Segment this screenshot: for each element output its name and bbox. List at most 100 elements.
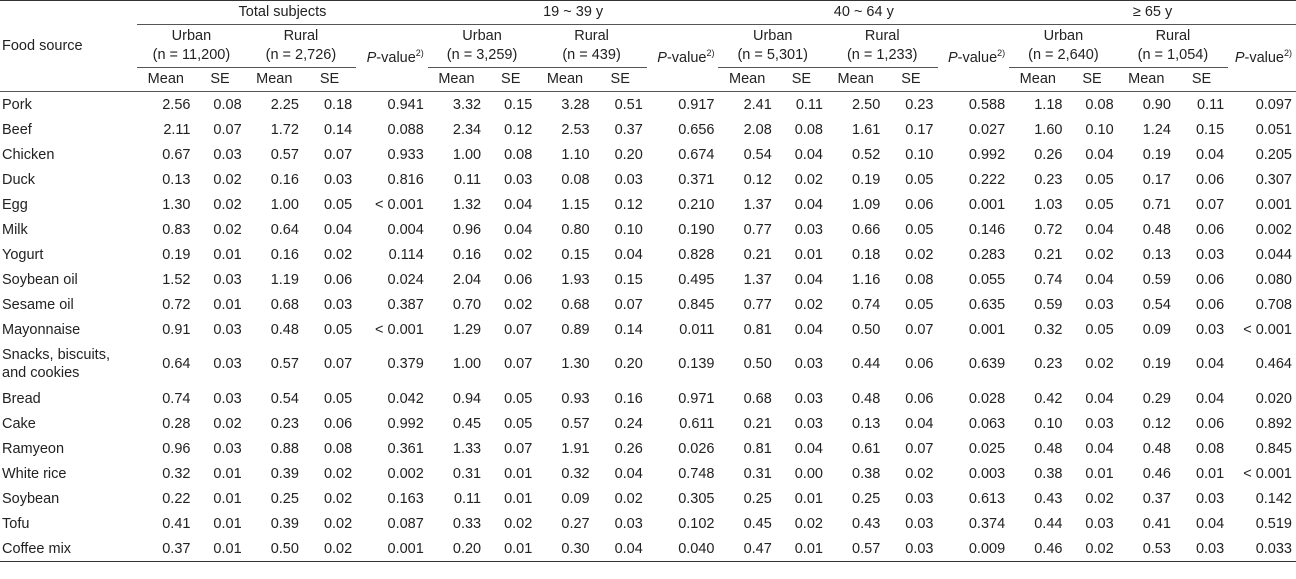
urban-mean-cell: 1.29: [452, 321, 482, 338]
rural-se-cell: 0.03: [905, 515, 934, 532]
p-value-cell: 0.933: [387, 146, 424, 163]
urban-mean-cell: 0.96: [162, 440, 191, 457]
p-value-cell: 0.033: [1228, 536, 1296, 562]
p-value-cell: 0.146: [968, 221, 1006, 238]
rural-se-cell: 0.03: [1174, 536, 1229, 562]
urban-se-cell: 0.07: [504, 440, 533, 457]
p-value-cell: 0.020: [1255, 390, 1292, 407]
rural-mean-cell: 0.19: [1142, 356, 1171, 372]
food-source-table: Food source Total subjects 19 ~ 39 y 40 …: [0, 0, 1296, 562]
p-value-cell: 0.379: [387, 356, 424, 372]
rural-se-cell: 0.05: [905, 171, 934, 188]
urban-mean-cell: 0.46: [1009, 536, 1067, 562]
urban-se-cell: 0.01: [485, 536, 537, 562]
urban-se-cell: 0.01: [213, 515, 242, 532]
rural-se-cell: 0.14: [323, 121, 353, 138]
urban-mean-cell: 1.37: [743, 271, 772, 288]
rural-mean-cell: 0.19: [852, 171, 881, 188]
rural-mean-cell: 1.09: [852, 196, 881, 213]
urban-se-cell: 0.01: [213, 296, 242, 313]
p-value-cell: 0.102: [678, 515, 715, 532]
urban-se-cell: 0.01: [794, 246, 823, 263]
food-source-cell: White rice: [2, 465, 67, 482]
rural-mean-cell: 0.32: [561, 465, 590, 482]
p-value-cell: 0.917: [678, 96, 715, 113]
rural-mean-cell: 1.10: [561, 146, 590, 163]
food-source-cell: Yogurt: [2, 246, 44, 263]
urban-se-cell: 0.10: [1085, 121, 1114, 138]
rural-se-cell: 0.07: [1195, 196, 1225, 213]
food-source-cell: Duck: [2, 171, 36, 188]
p-value-cell: 0.028: [968, 390, 1006, 407]
table-row: Soybean oil 1.52 0.03 1.19 0.06 0.024 2.04 0.06…: [0, 267, 1296, 292]
p-value-cell: 0.097: [1255, 96, 1292, 113]
rural-header: Rural (n = 2,726): [245, 24, 357, 68]
rural-se-cell: 0.10: [905, 146, 934, 163]
rural-mean-cell: 1.61: [852, 121, 881, 138]
rural-mean-cell: 0.88: [270, 440, 299, 457]
rural-mean-cell: 0.25: [852, 490, 881, 507]
table-row: Sesame oil 0.72 0.01 0.68 0.03 0.387 0.70 0.02 0…: [0, 292, 1296, 317]
rural-mean-cell: 0.13: [1142, 246, 1171, 263]
rural-header: Rural (n = 1,233): [826, 24, 938, 68]
rural-se-cell: 0.05: [905, 296, 934, 313]
food-source-cell: Sesame oil: [2, 296, 74, 313]
p-value-cell: < 0.001: [1243, 321, 1292, 338]
p-value-cell: 0.374: [968, 515, 1006, 532]
urban-se-cell: 0.01: [504, 490, 533, 507]
rural-mean-cell: 0.19: [1142, 146, 1171, 163]
urban-se-cell: 0.03: [213, 390, 242, 407]
urban-mean-cell: 0.38: [1034, 465, 1063, 482]
urban-se-cell: 0.03: [794, 415, 823, 432]
mean-header: Mean: [137, 67, 195, 92]
urban-mean-cell: 1.52: [162, 271, 191, 288]
rural-se-cell: 0.24: [614, 415, 643, 432]
rural-mean-cell: 0.68: [561, 296, 590, 313]
urban-mean-cell: 0.25: [743, 490, 772, 507]
urban-mean-cell: 0.72: [162, 296, 191, 313]
rural-mean-cell: 0.27: [561, 515, 590, 532]
table-row: Mayonnaise 0.91 0.03 0.48 0.05 < 0.001 1.29 0.0…: [0, 317, 1296, 342]
food-source-cell: Tofu: [2, 515, 30, 532]
table-row: Ramyeon 0.96 0.03 0.88 0.08 0.361 1.33 0.07 1.91…: [0, 436, 1296, 461]
rural-mean-cell: 1.19: [270, 271, 299, 288]
food-source-cell: Ramyeon: [2, 440, 65, 457]
p-value-cell: 0.371: [678, 171, 715, 188]
rural-se-cell: 0.03: [614, 515, 643, 532]
urban-se-cell: 0.01: [794, 490, 823, 507]
urban-mean-cell: 0.11: [453, 171, 482, 188]
rural-se-cell: 0.07: [323, 146, 353, 163]
urban-se-cell: 0.05: [1085, 321, 1114, 338]
rural-mean-cell: 0.61: [852, 440, 881, 457]
rural-se-cell: 0.18: [323, 96, 353, 113]
urban-mean-cell: 0.72: [1034, 221, 1063, 238]
rural-mean-cell: 0.46: [1142, 465, 1171, 482]
rural-se-cell: 0.03: [1195, 246, 1225, 263]
mean-header: Mean: [1117, 67, 1175, 92]
rural-se-cell: 0.03: [614, 171, 643, 188]
p-value-cell: 0.044: [1255, 246, 1292, 263]
rural-se-cell: 0.03: [323, 171, 353, 188]
food-source-cell: Snacks, biscuits, and cookies: [2, 347, 110, 381]
urban-mean-cell: 0.32: [1034, 321, 1063, 338]
urban-mean-cell: 0.81: [743, 440, 772, 457]
rural-mean-cell: 0.41: [1142, 515, 1171, 532]
urban-mean-cell: 0.68: [743, 390, 772, 407]
rural-header: Rural (n = 1,054): [1117, 24, 1229, 68]
rural-se-cell: 0.11: [1197, 96, 1225, 113]
p-value-cell: 0.088: [387, 121, 424, 138]
p-value-cell: < 0.001: [375, 196, 424, 213]
rural-se-cell: 0.06: [905, 196, 934, 213]
rural-se-cell: 0.12: [614, 196, 643, 213]
rural-se-cell: 0.23: [905, 96, 934, 113]
rural-se-cell: 0.05: [905, 221, 934, 238]
urban-mean-cell: 0.44: [1034, 515, 1063, 532]
rural-mean-cell: 1.93: [561, 271, 590, 288]
rural-se-cell: 0.02: [614, 490, 643, 507]
rural-mean-cell: 0.74: [852, 296, 881, 313]
p-value-cell: 0.002: [387, 465, 424, 482]
rural-mean-cell: 0.80: [561, 221, 590, 238]
p-value-cell: < 0.001: [375, 321, 424, 338]
urban-se-cell: 0.05: [504, 415, 533, 432]
p-value-cell: 0.024: [387, 271, 424, 288]
